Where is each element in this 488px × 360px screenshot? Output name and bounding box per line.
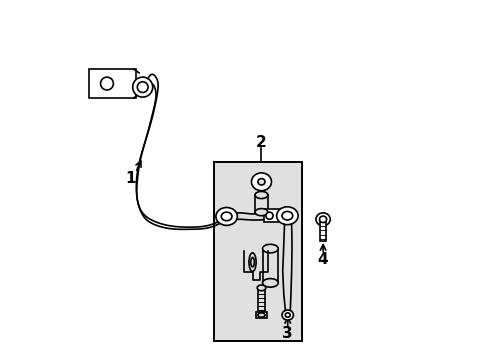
Ellipse shape bbox=[257, 313, 264, 317]
Ellipse shape bbox=[285, 313, 290, 317]
Ellipse shape bbox=[262, 244, 278, 253]
Bar bbox=[257, 289, 264, 312]
Ellipse shape bbox=[282, 211, 292, 220]
Ellipse shape bbox=[101, 77, 113, 90]
Ellipse shape bbox=[221, 212, 231, 221]
Ellipse shape bbox=[137, 82, 148, 93]
Text: 3: 3 bbox=[282, 326, 292, 341]
Ellipse shape bbox=[265, 212, 272, 219]
Text: 4: 4 bbox=[317, 252, 328, 267]
Bar bbox=[214, 162, 301, 341]
Ellipse shape bbox=[315, 213, 329, 226]
Ellipse shape bbox=[255, 208, 267, 216]
Text: 1: 1 bbox=[124, 171, 135, 186]
Ellipse shape bbox=[282, 310, 293, 320]
Ellipse shape bbox=[250, 257, 254, 267]
Ellipse shape bbox=[132, 77, 152, 97]
Bar bbox=[255, 195, 267, 212]
Ellipse shape bbox=[216, 207, 237, 225]
Bar bbox=[89, 69, 135, 98]
Ellipse shape bbox=[248, 253, 256, 271]
Ellipse shape bbox=[252, 174, 270, 190]
Ellipse shape bbox=[276, 207, 298, 225]
Ellipse shape bbox=[262, 279, 278, 287]
Bar bbox=[255, 312, 266, 318]
Ellipse shape bbox=[251, 173, 271, 191]
Bar bbox=[320, 219, 325, 241]
Ellipse shape bbox=[255, 192, 267, 199]
Ellipse shape bbox=[319, 216, 326, 222]
Ellipse shape bbox=[257, 179, 264, 185]
Ellipse shape bbox=[257, 285, 265, 291]
Bar bbox=[264, 209, 279, 222]
Text: 2: 2 bbox=[256, 135, 266, 150]
Bar bbox=[262, 249, 278, 283]
